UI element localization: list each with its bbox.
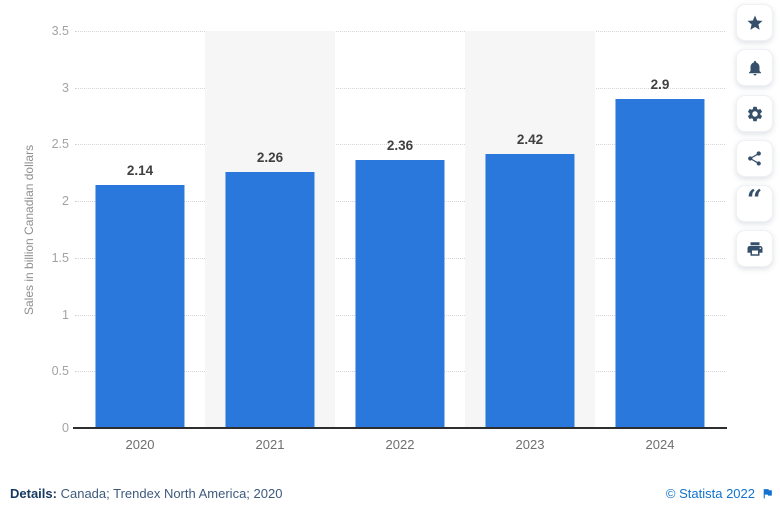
bar-2020[interactable] — [95, 185, 185, 428]
share-button[interactable] — [736, 140, 773, 177]
x-tick-label: 2024 — [645, 437, 675, 452]
gridline — [75, 87, 725, 89]
bar-value-label: 2.26 — [256, 149, 284, 165]
bar-value-label: 2.14 — [126, 163, 154, 179]
bell-icon — [748, 60, 761, 75]
chart-column-2021: 2.26 2021 — [205, 31, 335, 452]
y-tick-label: 1.5 — [51, 250, 69, 265]
gridline — [75, 144, 725, 146]
print-button[interactable] — [736, 230, 773, 267]
notifications-button[interactable] — [736, 49, 773, 86]
y-tick-label: 2.5 — [51, 137, 69, 152]
y-tick-label: 0 — [62, 421, 69, 435]
favorite-button[interactable] — [736, 4, 773, 41]
cite-button[interactable]: “ — [736, 185, 773, 222]
chart-column-2022: 2.36 2022 — [335, 31, 465, 452]
statista-credit-link[interactable]: © Statista 2022 — [666, 486, 774, 501]
details-value: Canada; Trendex North America; 2020 — [60, 486, 283, 501]
settings-button[interactable] — [736, 95, 773, 132]
bar-value-label: 2.9 — [650, 77, 670, 93]
x-axis-line — [73, 427, 727, 429]
report-flag-icon[interactable] — [761, 487, 774, 500]
star-icon — [747, 15, 762, 30]
gear-icon — [747, 106, 762, 121]
bar-2024[interactable] — [615, 99, 705, 428]
gridline — [75, 31, 725, 32]
y-tick-label: 0.5 — [51, 364, 69, 379]
y-tick-label: 3.5 — [51, 24, 69, 38]
x-tick-label: 2020 — [125, 437, 155, 452]
details-label: Details: — [10, 486, 57, 501]
plot-area: 0 0.5 1 1.5 2 2.5 3 3.5 2.14 2020 2.26 2021 2.36 2022… — [52, 24, 725, 452]
x-tick-label: 2023 — [515, 437, 545, 452]
x-tick-label: 2021 — [255, 437, 285, 452]
chart-column-2024: 2.9 2024 — [595, 31, 725, 452]
bar-value-label: 2.42 — [516, 131, 544, 147]
bar-2021[interactable] — [225, 171, 315, 428]
bar-2022[interactable] — [355, 160, 445, 428]
chart-column-2023: 2.42 2023 — [465, 31, 595, 452]
y-tick-label: 2 — [62, 194, 69, 209]
bar-2023[interactable] — [485, 153, 575, 428]
details-text: Details: Canada; Trendex North America; … — [10, 486, 282, 501]
y-tick-label: 3 — [62, 80, 69, 95]
chart-column-2020: 2.14 2020 — [75, 31, 205, 452]
bar-value-label: 2.36 — [386, 138, 414, 154]
y-tick-label: 1 — [62, 307, 69, 322]
share-icon — [748, 151, 761, 166]
quote-icon: “ — [746, 184, 763, 216]
printer-icon — [747, 241, 762, 256]
x-tick-label: 2022 — [385, 437, 415, 452]
credit-text[interactable]: © Statista 2022 — [665, 486, 755, 501]
